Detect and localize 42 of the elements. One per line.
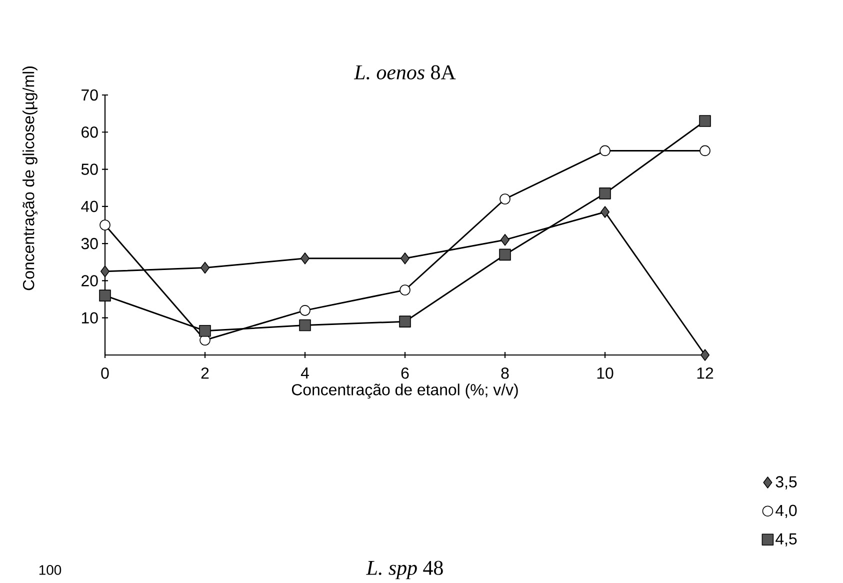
point: [100, 220, 110, 231]
x-tick-label: 6: [401, 368, 409, 380]
legend-label: 4,5: [776, 534, 797, 547]
point: [400, 284, 410, 296]
point: [299, 320, 311, 332]
x-axis-title: Concentração de etanol (%; v/v): [292, 384, 518, 399]
point: [300, 305, 310, 316]
x-tick-label: 4: [300, 368, 309, 379]
y-axis-title: Concentração de glicose(µg/ml): [22, 66, 38, 290]
x-tick-label: 12: [697, 368, 714, 379]
y-tick-label: 60: [82, 126, 98, 138]
legend-label: 3,5: [776, 476, 797, 490]
y-tick-label: 40: [81, 201, 98, 212]
y-tick-label: 30: [81, 238, 98, 250]
y-tick-label: 70: [82, 90, 98, 101]
y-tick-label: 20: [82, 275, 98, 287]
chart-title: L. oenos 8A: [354, 66, 456, 80]
y-tick-label: 50: [81, 164, 98, 176]
point: [599, 188, 611, 200]
y-tick-label: 10: [82, 312, 98, 324]
point: [200, 262, 210, 274]
x-tick-label: 10: [597, 368, 614, 380]
point: [699, 115, 711, 128]
x-tick-label: 2: [201, 368, 209, 379]
point: [600, 146, 610, 156]
point: [500, 234, 510, 246]
point: [300, 252, 310, 265]
point: [700, 349, 710, 362]
x-tick-label: 0: [101, 368, 109, 380]
point: [400, 252, 410, 265]
point: [600, 206, 610, 218]
point: [700, 146, 710, 156]
point: [199, 325, 211, 337]
point: [399, 316, 411, 328]
point: [499, 249, 511, 261]
point: [500, 194, 510, 205]
text: L. spp 48: [366, 561, 443, 580]
legend-label: 4,0: [776, 505, 797, 518]
point: [99, 290, 111, 302]
point: [100, 266, 110, 278]
text: 100: [39, 565, 62, 576]
x-tick-label: 8: [501, 368, 509, 380]
